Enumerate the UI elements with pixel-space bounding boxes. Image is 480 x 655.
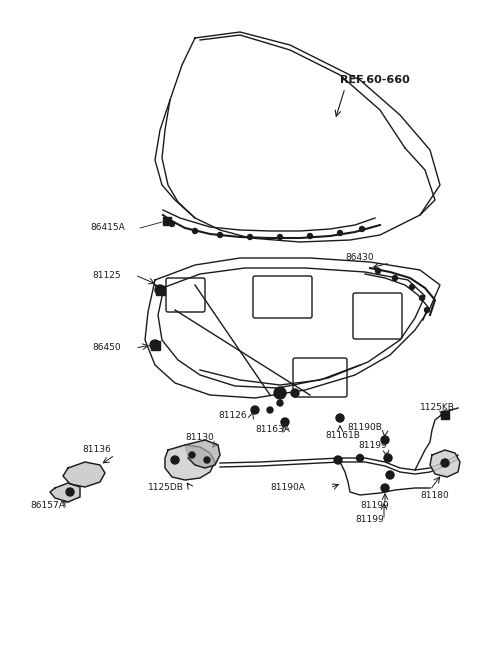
- Polygon shape: [50, 483, 80, 502]
- Circle shape: [192, 229, 197, 233]
- Circle shape: [334, 456, 342, 464]
- Bar: [156, 286, 165, 295]
- Circle shape: [360, 227, 364, 231]
- Circle shape: [155, 285, 165, 295]
- Text: 81190A: 81190A: [270, 483, 305, 493]
- Circle shape: [274, 387, 286, 399]
- Circle shape: [150, 340, 160, 350]
- Text: 81199: 81199: [360, 500, 389, 510]
- Circle shape: [381, 484, 389, 492]
- Circle shape: [169, 221, 175, 227]
- Circle shape: [375, 269, 381, 274]
- Text: 81161B: 81161B: [325, 430, 360, 440]
- Circle shape: [386, 471, 394, 479]
- Text: 81126: 81126: [218, 411, 247, 419]
- Polygon shape: [185, 440, 220, 468]
- Circle shape: [217, 233, 223, 238]
- Text: REF.60-660: REF.60-660: [340, 75, 410, 85]
- Text: 86415A: 86415A: [90, 223, 125, 233]
- Bar: [441, 411, 449, 419]
- Circle shape: [66, 488, 74, 496]
- Circle shape: [381, 436, 389, 444]
- Text: 81199: 81199: [355, 515, 384, 525]
- Circle shape: [441, 459, 449, 467]
- Circle shape: [277, 400, 283, 406]
- Circle shape: [409, 284, 415, 290]
- Circle shape: [189, 452, 195, 458]
- Text: 86450: 86450: [92, 343, 120, 352]
- Circle shape: [337, 231, 343, 236]
- Circle shape: [171, 456, 179, 464]
- Circle shape: [384, 454, 392, 462]
- Circle shape: [308, 233, 312, 238]
- Text: 81125: 81125: [92, 271, 120, 280]
- Polygon shape: [63, 462, 105, 487]
- Text: 81163A: 81163A: [255, 426, 290, 434]
- Circle shape: [291, 389, 299, 397]
- Text: 86430: 86430: [345, 253, 373, 263]
- Circle shape: [357, 455, 363, 462]
- Text: 81130: 81130: [185, 432, 214, 441]
- Text: 81190B: 81190B: [347, 424, 382, 432]
- Text: 81199: 81199: [358, 441, 387, 449]
- Circle shape: [441, 411, 449, 419]
- Polygon shape: [165, 445, 215, 480]
- Text: 86157A: 86157A: [30, 500, 65, 510]
- Text: 81180: 81180: [420, 491, 449, 500]
- Bar: [151, 341, 159, 350]
- Circle shape: [248, 234, 252, 240]
- Bar: [163, 217, 171, 225]
- Circle shape: [281, 418, 289, 426]
- Text: 81136: 81136: [82, 445, 111, 455]
- Circle shape: [393, 276, 397, 280]
- Circle shape: [204, 457, 210, 463]
- Circle shape: [277, 234, 283, 240]
- Text: 1125KB: 1125KB: [420, 403, 455, 411]
- Circle shape: [251, 406, 259, 414]
- Polygon shape: [430, 450, 460, 477]
- Circle shape: [336, 414, 344, 422]
- Circle shape: [267, 407, 273, 413]
- Text: 1125DB: 1125DB: [148, 483, 184, 491]
- Circle shape: [420, 295, 424, 301]
- Circle shape: [424, 307, 430, 312]
